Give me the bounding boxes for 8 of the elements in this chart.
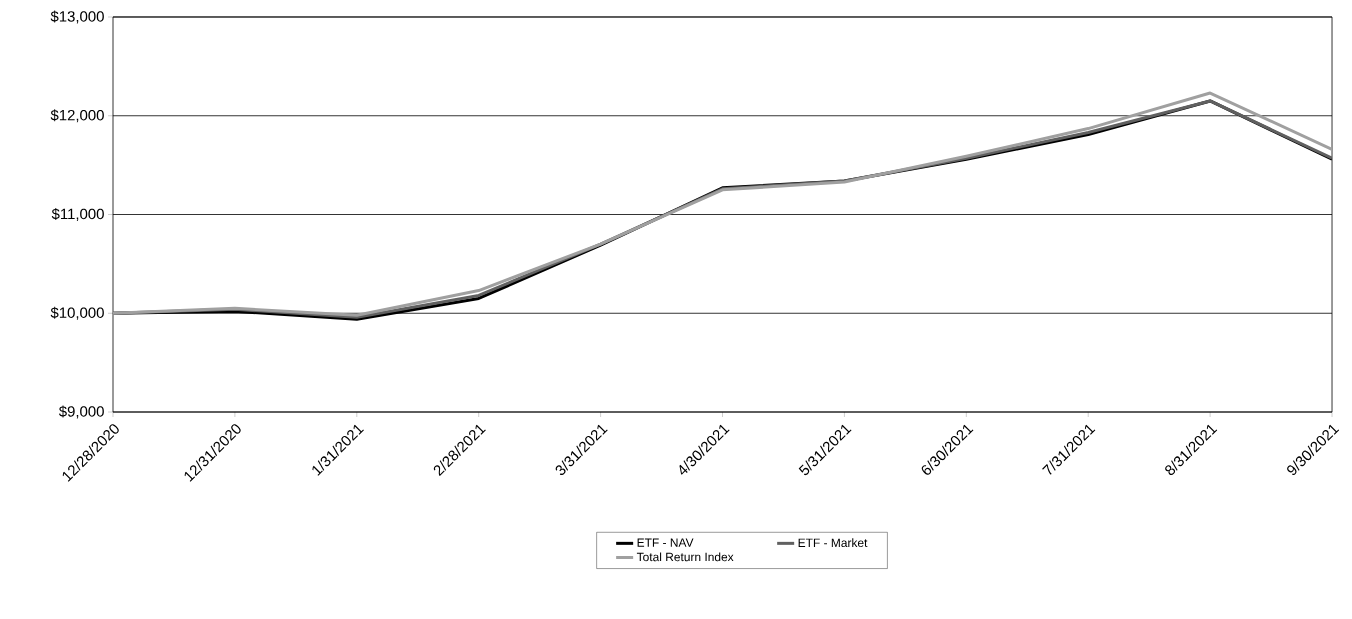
legend-label: Total Return Index bbox=[636, 552, 734, 562]
legend-label: ETF - Market bbox=[798, 538, 868, 548]
y-tick-label: $10,000 bbox=[50, 306, 104, 320]
y-tick-label: $11,000 bbox=[51, 208, 104, 221]
y-tick-label: $12,000 bbox=[50, 109, 104, 123]
y-tick-label: $9,000 bbox=[58, 405, 104, 419]
y-tick-label: $13,000 bbox=[50, 10, 104, 24]
legend-label: ETF - NAV bbox=[637, 538, 694, 547]
